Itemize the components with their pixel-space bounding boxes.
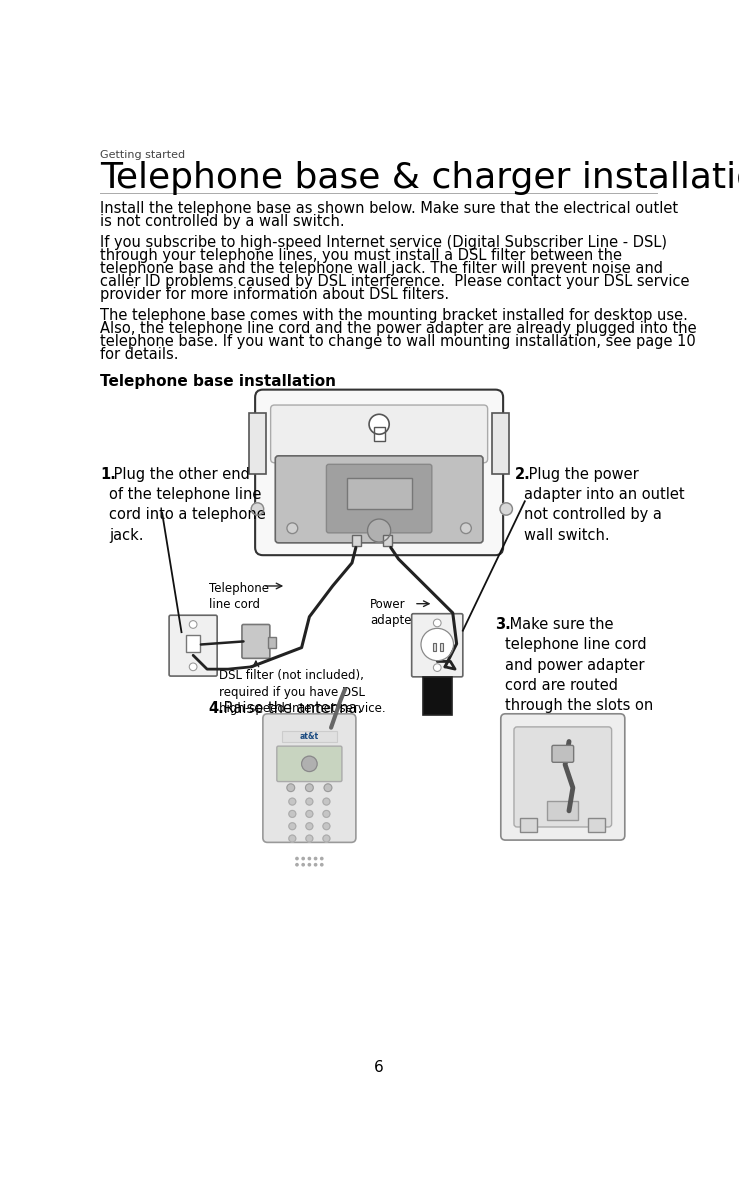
Bar: [432, 643, 436, 650]
Bar: [374, 427, 384, 442]
FancyBboxPatch shape: [277, 746, 342, 781]
FancyBboxPatch shape: [275, 456, 483, 542]
Text: through your telephone lines, you must install a DSL filter between the: through your telephone lines, you must i…: [100, 248, 622, 263]
Circle shape: [289, 798, 296, 805]
Bar: [520, 817, 537, 832]
Circle shape: [314, 858, 317, 859]
Circle shape: [421, 629, 454, 661]
Circle shape: [433, 664, 441, 672]
Text: Make sure the
telephone line cord
and power adapter
cord are routed
through the : Make sure the telephone line cord and po…: [505, 617, 654, 733]
FancyBboxPatch shape: [552, 745, 573, 762]
FancyBboxPatch shape: [270, 406, 488, 463]
Circle shape: [189, 620, 197, 629]
FancyBboxPatch shape: [327, 464, 432, 533]
Circle shape: [302, 864, 304, 866]
Circle shape: [287, 523, 298, 534]
Bar: [383, 535, 392, 546]
Circle shape: [321, 864, 323, 866]
Text: at&t: at&t: [300, 732, 319, 740]
FancyBboxPatch shape: [255, 390, 503, 556]
Circle shape: [308, 858, 310, 859]
Circle shape: [308, 864, 310, 866]
Bar: [352, 535, 361, 546]
Text: Telephone base installation: Telephone base installation: [100, 374, 336, 389]
Circle shape: [289, 810, 296, 817]
Circle shape: [302, 756, 317, 772]
Text: is not controlled by a wall switch.: is not controlled by a wall switch.: [100, 214, 345, 229]
Bar: [440, 643, 443, 650]
Circle shape: [323, 823, 330, 829]
Text: Getting started: Getting started: [100, 150, 185, 160]
Text: Plug the power
adapter into an outlet
not controlled by a
wall switch.: Plug the power adapter into an outlet no…: [524, 467, 684, 542]
Bar: [423, 677, 452, 715]
Circle shape: [251, 503, 264, 515]
Circle shape: [306, 823, 313, 829]
FancyBboxPatch shape: [242, 624, 270, 659]
Text: 2.: 2.: [515, 467, 531, 481]
Text: Plug the other end
of the telephone line
cord into a telephone
jack.: Plug the other end of the telephone line…: [109, 467, 266, 542]
Text: provider for more information about DSL filters.: provider for more information about DSL …: [100, 287, 449, 302]
Circle shape: [433, 619, 441, 626]
Circle shape: [323, 810, 330, 817]
Circle shape: [296, 858, 298, 859]
Bar: [186, 635, 200, 653]
FancyBboxPatch shape: [514, 727, 612, 827]
Circle shape: [321, 858, 323, 859]
Bar: [492, 413, 509, 474]
FancyBboxPatch shape: [412, 613, 463, 677]
Text: Power
adapter: Power adapter: [370, 598, 416, 626]
Text: 3.: 3.: [495, 617, 511, 631]
Circle shape: [289, 823, 296, 829]
Circle shape: [324, 784, 332, 792]
FancyBboxPatch shape: [169, 616, 217, 676]
Text: 6: 6: [373, 1061, 384, 1075]
Bar: [249, 413, 266, 474]
Text: 1.: 1.: [100, 467, 116, 481]
Text: Raise the antenna.: Raise the antenna.: [219, 702, 362, 716]
FancyBboxPatch shape: [263, 714, 356, 842]
Circle shape: [287, 784, 295, 792]
Circle shape: [460, 523, 471, 534]
Text: telephone base. If you want to change to wall mounting installation, see page 10: telephone base. If you want to change to…: [100, 334, 696, 349]
Circle shape: [306, 798, 313, 805]
Circle shape: [367, 518, 391, 542]
Bar: [548, 800, 579, 820]
Circle shape: [305, 784, 313, 792]
Bar: [282, 731, 336, 742]
Circle shape: [323, 798, 330, 805]
Circle shape: [302, 858, 304, 859]
Bar: [347, 478, 412, 509]
Circle shape: [306, 835, 313, 842]
Bar: [268, 637, 276, 648]
Text: caller ID problems caused by DSL interference.  Please contact your DSL service: caller ID problems caused by DSL interfe…: [100, 274, 689, 289]
Circle shape: [500, 503, 512, 515]
Circle shape: [289, 835, 296, 842]
Text: The telephone base comes with the mounting bracket installed for desktop use.: The telephone base comes with the mounti…: [100, 308, 688, 323]
Circle shape: [189, 662, 197, 671]
Circle shape: [306, 810, 313, 817]
Circle shape: [296, 864, 298, 866]
Circle shape: [323, 835, 330, 842]
Text: Install the telephone base as shown below. Make sure that the electrical outlet: Install the telephone base as shown belo…: [100, 200, 678, 216]
Text: 4.: 4.: [208, 702, 225, 716]
Text: Also, the telephone line cord and the power adapter are already plugged into the: Also, the telephone line cord and the po…: [100, 322, 697, 336]
Text: for details.: for details.: [100, 347, 179, 362]
Text: Telephone base & charger installation: Telephone base & charger installation: [100, 161, 739, 194]
Text: Telephone
line cord: Telephone line cord: [208, 582, 268, 611]
Text: telephone base and the telephone wall jack. The filter will prevent noise and: telephone base and the telephone wall ja…: [100, 262, 663, 276]
Text: DSL filter (not included),
required if you have DSL
high-speed Internet service.: DSL filter (not included), required if y…: [219, 670, 385, 715]
Bar: [588, 817, 605, 832]
Circle shape: [314, 864, 317, 866]
Text: If you subscribe to high-speed Internet service (Digital Subscriber Line - DSL): If you subscribe to high-speed Internet …: [100, 235, 667, 250]
FancyBboxPatch shape: [501, 714, 624, 840]
Circle shape: [369, 414, 389, 434]
